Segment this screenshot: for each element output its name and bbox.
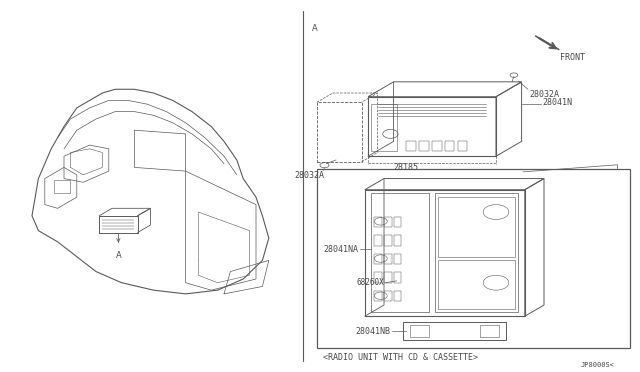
Text: JP8000S<: JP8000S< bbox=[580, 362, 614, 368]
Bar bbox=[384, 272, 392, 283]
Bar bbox=[394, 254, 401, 264]
Bar bbox=[394, 235, 401, 246]
Text: A: A bbox=[116, 251, 121, 260]
Text: 28032A: 28032A bbox=[294, 171, 324, 180]
Bar bbox=[438, 260, 515, 309]
Bar bbox=[432, 141, 442, 151]
Bar bbox=[435, 193, 518, 312]
Bar bbox=[365, 190, 525, 316]
Bar bbox=[410, 325, 429, 337]
Text: 28032A: 28032A bbox=[529, 90, 559, 99]
Bar bbox=[317, 169, 630, 348]
Bar bbox=[368, 97, 496, 156]
Bar bbox=[394, 217, 401, 227]
Text: A: A bbox=[312, 24, 318, 33]
Text: 28041NA: 28041NA bbox=[323, 245, 358, 254]
Text: 68260X: 68260X bbox=[356, 278, 384, 287]
Bar bbox=[458, 141, 467, 151]
Bar bbox=[445, 141, 454, 151]
Bar bbox=[371, 104, 397, 151]
Bar bbox=[384, 254, 392, 264]
Bar bbox=[374, 235, 382, 246]
Bar bbox=[394, 272, 401, 283]
Text: FRONT: FRONT bbox=[560, 53, 585, 62]
Text: 28041NB: 28041NB bbox=[355, 327, 390, 336]
Text: <RADIO UNIT WITH CD & CASSETTE>: <RADIO UNIT WITH CD & CASSETTE> bbox=[323, 353, 478, 362]
Bar bbox=[419, 141, 429, 151]
Bar bbox=[374, 254, 382, 264]
Bar bbox=[384, 235, 392, 246]
Bar bbox=[374, 272, 382, 283]
Text: 28185: 28185 bbox=[394, 163, 419, 172]
Bar bbox=[438, 197, 515, 257]
Bar bbox=[54, 180, 70, 193]
Bar bbox=[371, 193, 429, 312]
Bar bbox=[384, 291, 392, 301]
Bar bbox=[384, 217, 392, 227]
Bar bbox=[317, 102, 362, 162]
Bar bbox=[394, 291, 401, 301]
Bar bbox=[374, 217, 382, 227]
Bar bbox=[406, 141, 416, 151]
Bar bbox=[480, 325, 499, 337]
Bar bbox=[374, 291, 382, 301]
Text: 28041N: 28041N bbox=[543, 98, 573, 107]
Bar bbox=[403, 322, 506, 340]
